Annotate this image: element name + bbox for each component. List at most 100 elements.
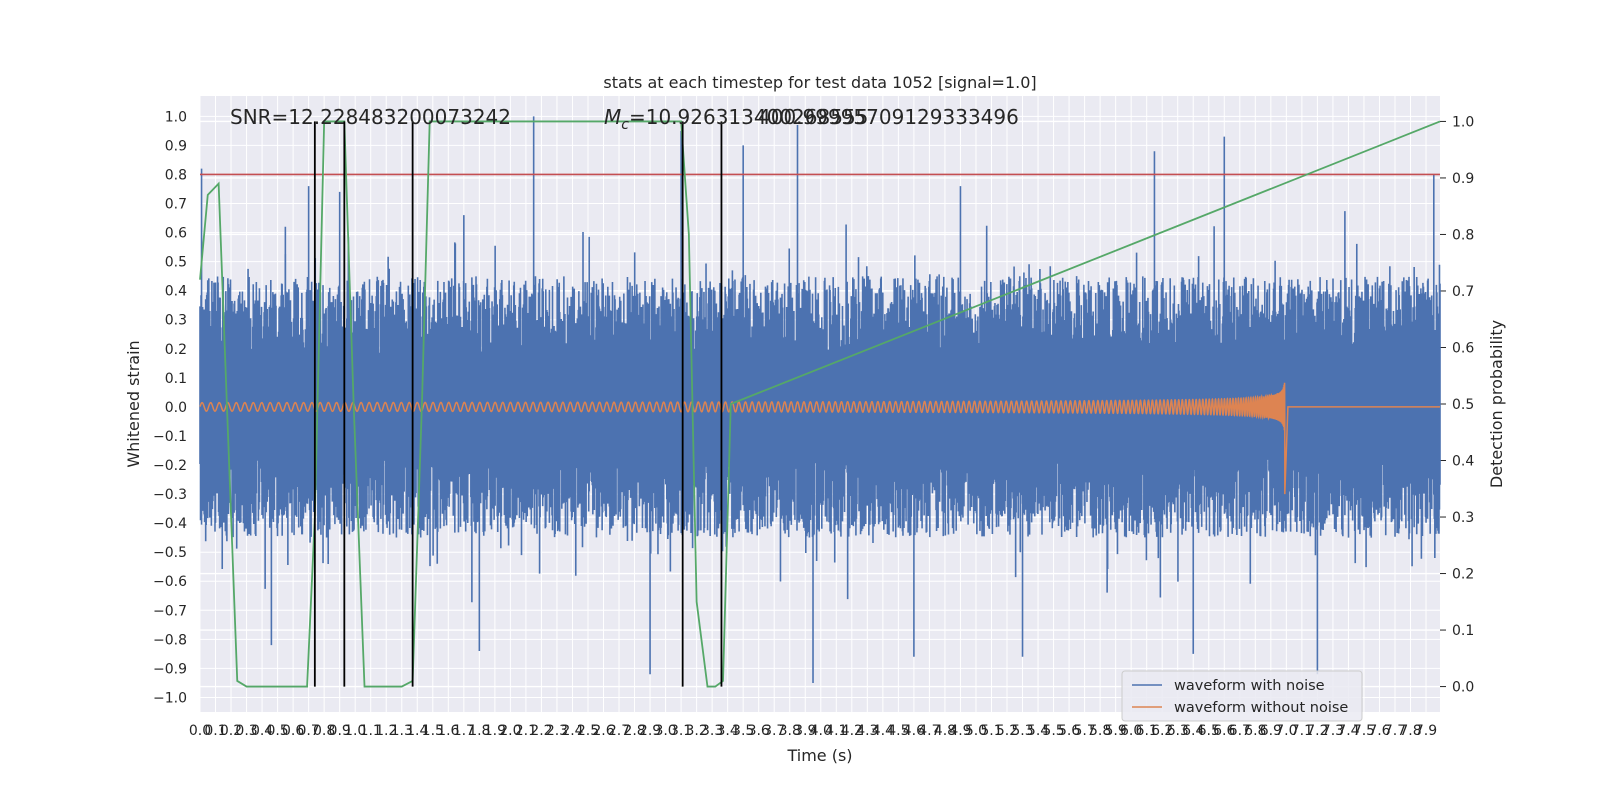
- y-tick-label: 0.4: [165, 284, 187, 300]
- x-tick-label: 6.5: [1198, 723, 1220, 739]
- x-tick-label: 2.9: [639, 723, 661, 739]
- legend-box: [1121, 670, 1363, 722]
- y2-tick-label: 0.1: [1452, 623, 1474, 639]
- x-tick-labels: 0.00.10.20.30.40.50.60.70.80.91.01.11.21…: [189, 723, 1437, 739]
- y2-tick-label: 1.0: [1452, 114, 1474, 130]
- detection-probability-line: [199, 120, 1441, 688]
- x-tick-label: 0.4: [251, 723, 273, 739]
- x-tick-label: 3.1: [670, 723, 692, 739]
- legend-label-noisy: waveform with noise: [1174, 678, 1325, 694]
- x-tick-label: 2.5: [577, 723, 599, 739]
- x-tick-label: 0.3: [235, 723, 257, 739]
- x-tick-label: 2.6: [592, 723, 614, 739]
- y-tick-label: 0.9: [165, 138, 187, 154]
- x-tick-label: 6.2: [1151, 723, 1173, 739]
- x-tick-label: 6.9: [1260, 723, 1282, 739]
- x-tick-label: 0.9: [329, 723, 351, 739]
- x-tick-label: 5.9: [1105, 723, 1127, 739]
- y-tick-label: −1.0: [153, 690, 187, 706]
- y-tick-label: 0.2: [165, 342, 187, 358]
- x-tick-label: 0.5: [266, 723, 288, 739]
- x-tick-label: 0.8: [313, 723, 335, 739]
- x-tick-label: 1.8: [468, 723, 490, 739]
- y-tick-label: −0.8: [153, 632, 187, 648]
- x-tick-label: 6.1: [1136, 723, 1158, 739]
- x-tick-label: 1.5: [422, 723, 444, 739]
- x-axis-label: Time (s): [786, 746, 852, 765]
- y-tick-label: −0.9: [153, 661, 187, 677]
- x-tick-label: 4.6: [903, 723, 925, 739]
- y-tick-label: 0.8: [165, 167, 187, 183]
- x-tick-label: 0.7: [298, 723, 320, 739]
- x-tick-label: 7.7: [1384, 723, 1406, 739]
- x-tick-label: 3.5: [732, 723, 754, 739]
- x-tick-label: 5.8: [1089, 723, 1111, 739]
- x-tick-label: 6.6: [1213, 723, 1235, 739]
- x-tick-label: 0.6: [282, 723, 304, 739]
- x-tick-label: 2.2: [530, 723, 552, 739]
- y-tick-label: −0.4: [153, 516, 187, 532]
- y2-tick-label: 0.2: [1452, 567, 1474, 583]
- waveform-with-noise-series: [199, 116, 1441, 683]
- x-tick-label: 6.8: [1244, 723, 1266, 739]
- y2-tick-label: 0.9: [1452, 171, 1474, 187]
- x-tick-label: 4.2: [841, 723, 863, 739]
- y-axis-label: Whitened strain: [124, 340, 143, 467]
- y-tick-label: 1.0: [165, 109, 187, 125]
- x-tick-label: 7.4: [1337, 723, 1359, 739]
- waveform-without-noise-series: [199, 382, 1440, 495]
- snr-annotation: SNR=12.228483200073242: [230, 105, 511, 129]
- x-tick-label: 1.1: [360, 723, 382, 739]
- x-tick-label: 3.4: [717, 723, 739, 739]
- y2-tick-label: 0.5: [1452, 397, 1474, 413]
- x-tick-label: 5.2: [996, 723, 1018, 739]
- x-tick-label: 5.3: [1011, 723, 1033, 739]
- x-tick-label: 6.4: [1182, 723, 1204, 739]
- overlapping-annotation: 400.99995709129333496: [758, 105, 1019, 129]
- chirp-mass-annotation: Mc=10.926313400268555: [604, 105, 868, 133]
- x-tick-label: 4.8: [934, 723, 956, 739]
- x-tick-label: 2.7: [608, 723, 630, 739]
- x-tick-label: 4.3: [856, 723, 878, 739]
- x-tick-label: 3.6: [748, 723, 770, 739]
- x-tick-label: 1.7: [453, 723, 475, 739]
- x-tick-label: 6.3: [1167, 723, 1189, 739]
- x-tick-label: 1.6: [437, 723, 459, 739]
- x-tick-label: 0.2: [220, 723, 242, 739]
- y-tick-label: 0.3: [165, 313, 187, 329]
- x-tick-label: 1.2: [375, 723, 397, 739]
- x-tick-label: 2.0: [499, 723, 521, 739]
- x-tick-label: 6.0: [1120, 723, 1142, 739]
- x-tick-label: 3.3: [701, 723, 723, 739]
- y-tick-label: 0.1: [165, 371, 187, 387]
- detection-probability-series: [199, 120, 1441, 688]
- x-tick-label: 4.5: [887, 723, 909, 739]
- x-tick-label: 4.1: [825, 723, 847, 739]
- y-tick-label: −0.1: [153, 429, 187, 445]
- x-tick-label: 0.0: [189, 723, 211, 739]
- x-tick-label: 5.0: [965, 723, 987, 739]
- legend-label-clean: waveform without noise: [1174, 700, 1348, 716]
- x-tick-label: 7.6: [1368, 723, 1390, 739]
- clean-waveform-line: [199, 382, 1440, 495]
- y2-axis-label: Detection probability: [1487, 320, 1506, 488]
- x-tick-label: 5.6: [1058, 723, 1080, 739]
- y-tick-labels: 1.0 0.9 0.8 0.7 0.6 0.5 0.4 0.3 0.2 0.1 0.0 −0.1 −0.…: [153, 109, 187, 706]
- noisy-waveform-band: [199, 211, 1441, 603]
- x-tick-label: 2.4: [561, 723, 583, 739]
- x-tick-label: 3.8: [779, 723, 801, 739]
- x-tick-label: 2.8: [623, 723, 645, 739]
- legend: waveform with noise waveform without noi…: [1121, 670, 1363, 722]
- x-tick-label: 0.1: [204, 723, 226, 739]
- x-tick-label: 1.3: [391, 723, 413, 739]
- x-tick-label: 5.1: [980, 723, 1002, 739]
- x-tick-label: 4.7: [918, 723, 940, 739]
- x-tick-label: 4.9: [949, 723, 971, 739]
- x-tick-label: 3.7: [763, 723, 785, 739]
- y-tick-label: 0.7: [165, 197, 187, 213]
- x-tick-label: 2.1: [515, 723, 537, 739]
- y-tick-label: −0.3: [153, 487, 187, 503]
- y-tick-label: 0.6: [165, 226, 187, 242]
- x-tick-label: 7.1: [1291, 723, 1313, 739]
